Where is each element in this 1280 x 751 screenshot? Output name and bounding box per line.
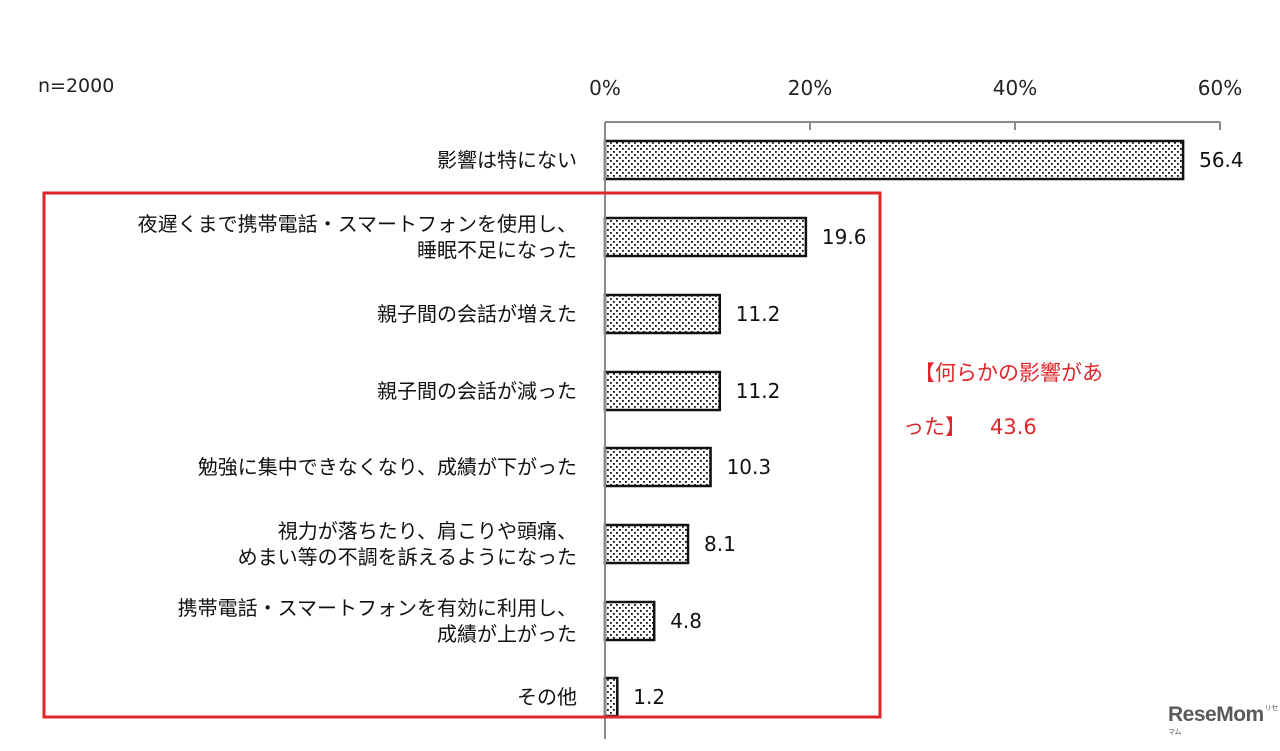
sample-size-label: n=2000 [38, 75, 114, 97]
value-label: 56.4 [1199, 148, 1244, 172]
watermark-sup: リセマム [1168, 705, 1278, 736]
annotation-value: 43.6 [990, 415, 1037, 439]
bar [603, 370, 722, 412]
category-label: 勉強に集中できなくなり、成績が下がった [198, 455, 577, 479]
category-label: めまい等の不調を訴えるようになった [238, 545, 577, 569]
bar [603, 676, 619, 718]
category-label: 親子間の会話が増えた [377, 302, 577, 326]
value-label: 19.6 [822, 225, 867, 249]
annotation-line1: 【何らかの影響があ [914, 361, 1103, 385]
value-label: 11.2 [736, 379, 781, 403]
highlight-box [42, 191, 882, 719]
annotation-line2-text: った】 [903, 415, 966, 439]
x-tick-label: 20% [788, 76, 832, 100]
category-label: 影響は特にない [437, 148, 577, 172]
bar [603, 139, 1185, 181]
category-label: その他 [517, 685, 577, 709]
bar [603, 523, 690, 565]
value-label: 1.2 [633, 685, 665, 709]
x-tick-label: 60% [1198, 76, 1242, 100]
category-label: 成績が上がった [437, 622, 577, 646]
category-label: 夜遅くまで携帯電話・スマートフォンを使用し、 [138, 212, 577, 236]
value-label: 4.8 [670, 609, 702, 633]
bar [603, 293, 722, 335]
watermark-text: ReseMom [1168, 703, 1264, 726]
category-label: 睡眠不足になった [417, 238, 577, 262]
value-label: 8.1 [704, 532, 736, 556]
bar [603, 216, 808, 258]
bar [603, 446, 712, 488]
x-tick-label: 40% [993, 76, 1037, 100]
annotation-line2: った】 43.6 [903, 411, 1037, 441]
category-label: 視力が落ちたり、肩こりや頭痛、 [278, 519, 577, 543]
x-tick-label: 0% [589, 76, 621, 100]
value-label: 11.2 [736, 302, 781, 326]
value-label: 10.3 [727, 455, 772, 479]
category-label: 親子間の会話が減った [377, 379, 577, 403]
category-label: 携帯電話・スマートフォンを有効に利用し、 [178, 596, 577, 620]
watermark-logo: ReseMomリセマム [1168, 703, 1280, 751]
bar [603, 600, 656, 642]
